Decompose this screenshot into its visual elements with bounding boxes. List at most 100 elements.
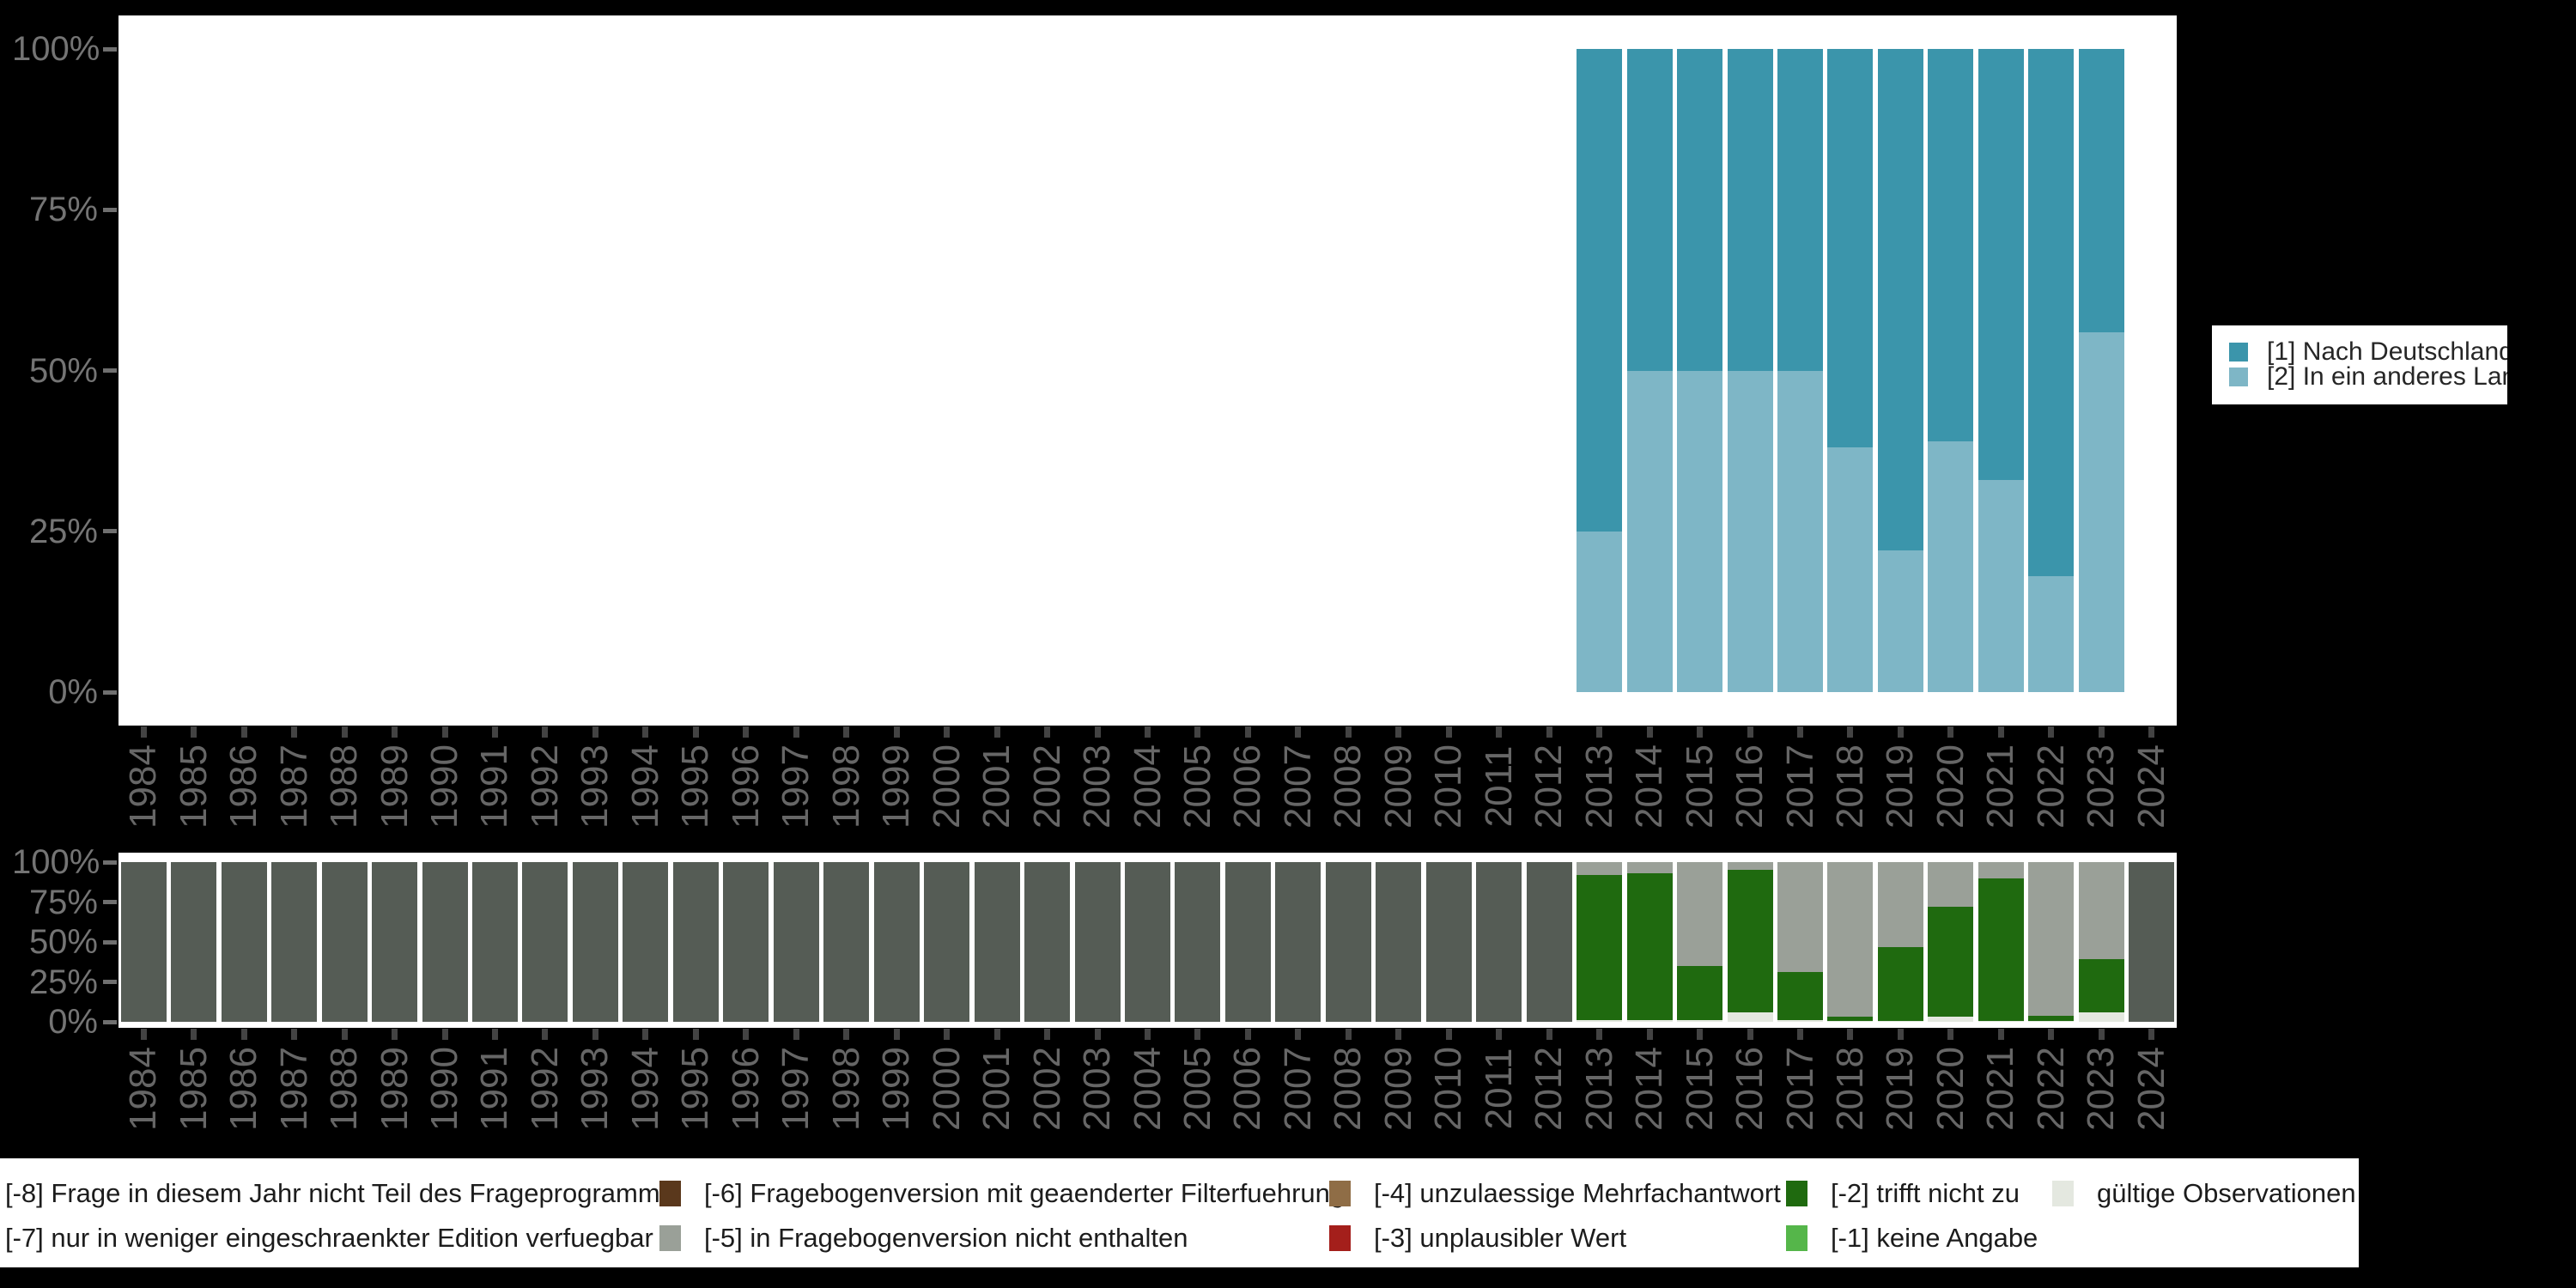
x-axis-year-label: 1988 xyxy=(323,1047,366,1131)
legend-swatch xyxy=(659,1181,681,1206)
legend-label: [-4] unzulaessige Mehrfachantwort xyxy=(1374,1178,1781,1208)
x-axis-year-label: 1997 xyxy=(775,744,817,829)
x-axis-year-label: 2016 xyxy=(1728,744,1771,829)
bar-segment xyxy=(1275,862,1321,1022)
bar-segment xyxy=(924,862,970,1022)
y-axis-tick xyxy=(103,368,117,373)
x-axis-tick xyxy=(140,1029,147,1040)
x-axis-year-label: 2008 xyxy=(1327,744,1370,829)
x-axis-tick xyxy=(542,726,549,738)
x-axis-year-label: 2011 xyxy=(1477,1048,1520,1130)
bar-segment xyxy=(1677,1020,1723,1022)
bar-segment xyxy=(471,862,518,1022)
x-axis-year-label: 2012 xyxy=(1528,744,1571,829)
bar-segment xyxy=(1877,862,1923,947)
x-axis-year-label: 1987 xyxy=(272,744,315,829)
x-axis-tick xyxy=(1044,726,1051,738)
bar-segment xyxy=(171,862,217,1022)
legend-swatch xyxy=(659,1225,681,1251)
x-axis-year-label: 2001 xyxy=(975,744,1018,829)
x-axis-tick xyxy=(1697,1029,1704,1040)
x-axis-tick xyxy=(993,1029,1000,1040)
x-axis-year-label: 1995 xyxy=(674,1047,717,1131)
x-axis-year-label: 2005 xyxy=(1176,1047,1218,1131)
bar-segment xyxy=(1727,870,1773,1012)
bar-segment xyxy=(1978,878,2024,1022)
bar-segment xyxy=(974,862,1020,1022)
x-axis-year-label: 2004 xyxy=(1126,744,1169,829)
bar-segment xyxy=(1677,49,1723,371)
x-axis-tick xyxy=(642,726,649,738)
bar-segment xyxy=(2028,1021,2075,1022)
x-axis-year-label: 2018 xyxy=(1828,744,1871,829)
x-axis-year-label: 1993 xyxy=(574,1047,617,1131)
bar-segment xyxy=(1928,440,1974,692)
x-axis-year-label: 1990 xyxy=(423,744,465,829)
bar-segment xyxy=(1577,49,1623,532)
bar-segment xyxy=(1626,370,1673,692)
bar-segment xyxy=(572,862,618,1022)
legend-label: [-2] trifft nicht zu xyxy=(1831,1178,2020,1208)
bar-segment xyxy=(1577,1020,1623,1022)
x-axis-year-label: 2006 xyxy=(1226,1047,1269,1131)
x-axis-year-label: 2010 xyxy=(1427,744,1470,829)
x-axis-year-label: 2012 xyxy=(1528,1047,1571,1131)
x-axis-tick xyxy=(1847,1029,1854,1040)
x-axis-year-label: 2024 xyxy=(2129,1047,2172,1131)
x-axis-tick xyxy=(2098,1029,2105,1040)
x-axis-year-label: 1999 xyxy=(875,1047,918,1131)
x-axis-year-label: 2015 xyxy=(1678,744,1721,829)
bar-segment xyxy=(2028,1015,2075,1022)
bar-segment xyxy=(221,862,267,1022)
x-axis-tick xyxy=(1546,726,1552,738)
bar-segment xyxy=(1777,972,1824,1021)
x-axis-year-label: 2022 xyxy=(2029,744,2072,829)
y-axis-tick xyxy=(103,529,117,534)
y-axis-tick xyxy=(103,1019,117,1024)
x-axis-tick xyxy=(793,1029,799,1040)
legend-label: [2] In ein anderes Land xyxy=(2267,362,2507,391)
bar-segment xyxy=(1677,862,1723,966)
x-axis-year-label: 2004 xyxy=(1126,1047,1169,1131)
bar-segment xyxy=(1626,862,1673,874)
x-axis-tick xyxy=(642,1029,649,1040)
bar-segment xyxy=(1626,49,1673,371)
x-axis-tick xyxy=(993,726,1000,738)
legend-swatch xyxy=(2229,343,2248,361)
x-axis-year-label: 1986 xyxy=(222,1047,265,1131)
bar-segment xyxy=(1978,1021,2024,1022)
bar-segment xyxy=(623,862,669,1022)
x-axis-year-label: 1984 xyxy=(122,1047,165,1131)
x-axis-tick xyxy=(1145,1029,1151,1040)
x-axis-tick xyxy=(1445,726,1452,738)
x-axis-tick xyxy=(2148,1029,2155,1040)
legend-swatch xyxy=(2229,368,2248,386)
x-axis-tick xyxy=(1747,1029,1753,1040)
x-axis-year-label: 2023 xyxy=(2080,744,2123,829)
x-axis-tick xyxy=(843,1029,850,1040)
bar-segment xyxy=(1827,1021,1874,1022)
x-axis-tick xyxy=(1496,726,1503,738)
y-axis-tick xyxy=(103,900,117,904)
x-axis-year-label: 2017 xyxy=(1778,744,1821,829)
x-axis-tick xyxy=(1947,1029,1954,1040)
y-axis-tick xyxy=(103,46,117,52)
bar-segment xyxy=(1325,862,1371,1022)
bar-segment xyxy=(1626,873,1673,1021)
x-axis-tick xyxy=(542,1029,549,1040)
x-axis-year-label: 1994 xyxy=(623,1047,666,1131)
bar-segment xyxy=(120,862,167,1022)
bar-segment xyxy=(2129,862,2175,1022)
y-axis-percent-label: 100% xyxy=(12,30,100,68)
x-axis-tick xyxy=(1244,726,1251,738)
x-axis-year-label: 1994 xyxy=(623,744,666,829)
bar-segment xyxy=(1577,874,1623,1021)
x-axis-tick xyxy=(1295,726,1302,738)
bar-segment xyxy=(1827,49,1874,448)
y-axis-percent-label: 25% xyxy=(28,512,98,550)
x-axis-year-label: 2011 xyxy=(1477,745,1520,828)
x-axis-tick xyxy=(743,726,750,738)
bar-segment xyxy=(1626,1020,1673,1022)
bar-segment xyxy=(1877,49,1923,551)
